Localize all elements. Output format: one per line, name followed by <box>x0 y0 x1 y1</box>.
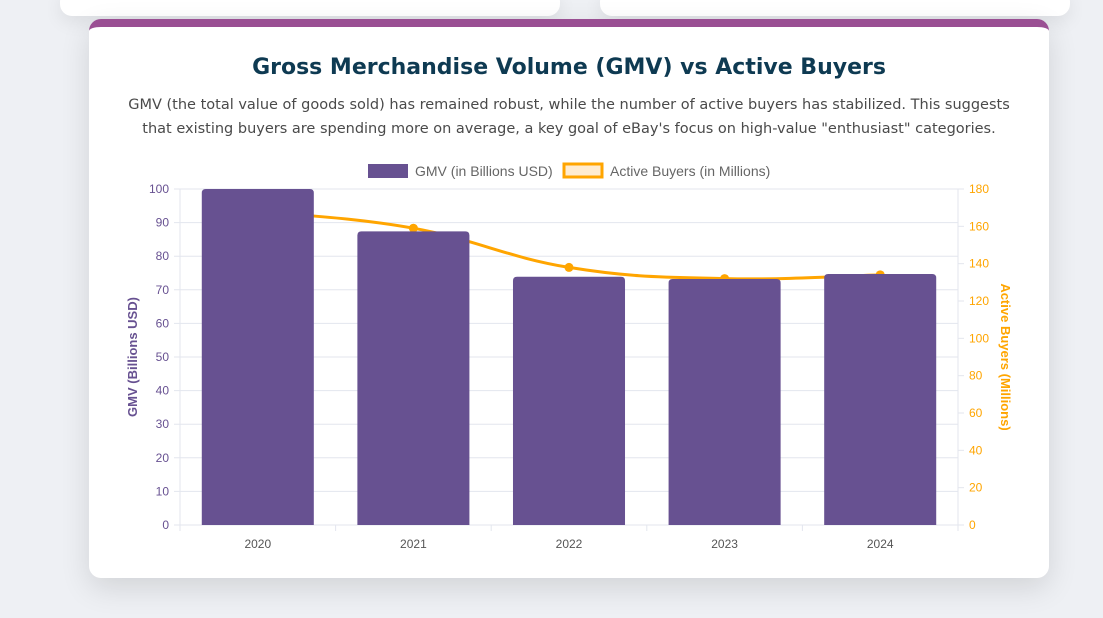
y-right-tick-label: 60 <box>969 406 983 420</box>
gmv-bar <box>668 279 781 525</box>
y-left-tick-label: 70 <box>156 283 170 297</box>
x-tick-label: 2024 <box>867 537 894 551</box>
gmv-bar <box>201 189 314 525</box>
y-right-tick-label: 140 <box>969 257 989 271</box>
gmv-bar <box>824 274 937 525</box>
active-buyers-point <box>408 223 418 233</box>
y-left-axis-title: GMV (Billions USD) <box>125 297 140 417</box>
y-right-tick-label: 180 <box>969 182 989 196</box>
y-left-tick-label: 10 <box>156 484 170 498</box>
chart-title: Gross Merchandise Volume (GMV) vs Active… <box>252 55 886 80</box>
y-right-tick-label: 0 <box>969 518 976 532</box>
y-right-tick-label: 20 <box>969 481 983 495</box>
y-left-tick-label: 40 <box>156 384 170 398</box>
x-tick-label: 2022 <box>556 537 583 551</box>
legend-swatch-buyers <box>562 162 604 179</box>
y-left-tick-label: 90 <box>156 216 170 230</box>
chart-description: GMV (the total value of goods sold) has … <box>128 97 1010 137</box>
background-card <box>60 0 560 16</box>
y-left-tick-label: 100 <box>149 182 169 196</box>
y-right-tick-label: 120 <box>969 294 989 308</box>
x-tick-label: 2021 <box>400 537 427 551</box>
y-right-tick-label: 160 <box>969 219 989 233</box>
legend-label-gmv: GMV (in Billions USD) <box>415 163 553 179</box>
y-right-tick-label: 80 <box>969 369 983 383</box>
legend-label-buyers: Active Buyers (in Millions) <box>610 163 770 179</box>
y-left-tick-label: 80 <box>156 249 170 263</box>
y-left-tick-label: 20 <box>156 451 170 465</box>
background-card <box>600 0 1070 16</box>
gmv-bar <box>512 276 626 525</box>
x-tick-label: 2020 <box>244 537 271 551</box>
gmv-bar <box>357 231 470 525</box>
y-left-tick-label: 60 <box>156 316 170 330</box>
y-right-tick-label: 100 <box>969 331 989 345</box>
active-buyers-point <box>564 262 574 272</box>
y-left-tick-label: 0 <box>162 518 169 532</box>
y-right-axis-title: Active Buyers (Millions) <box>998 283 1013 430</box>
y-left-tick-label: 30 <box>156 417 170 431</box>
y-right-tick-label: 40 <box>969 443 983 457</box>
x-tick-label: 2023 <box>711 537 738 551</box>
legend-swatch-gmv <box>368 164 408 178</box>
y-left-tick-label: 50 <box>156 350 170 364</box>
